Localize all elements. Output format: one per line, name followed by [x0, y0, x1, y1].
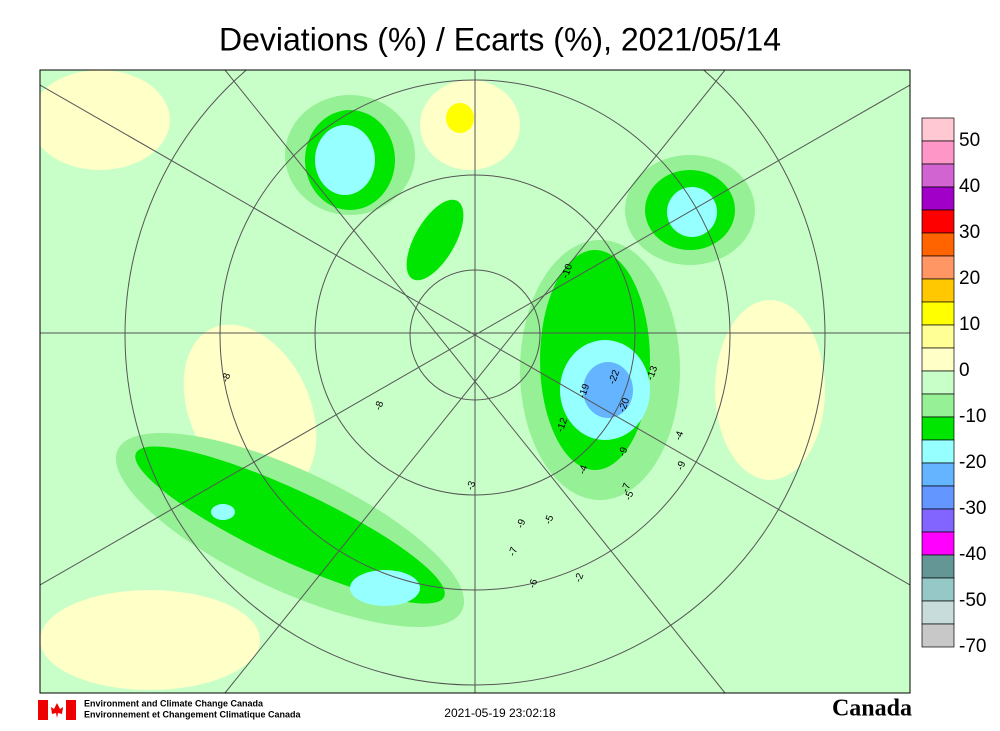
legend-swatch: [921, 370, 955, 395]
station-value: -7: [507, 545, 521, 558]
field: -22 -20 -19 -13 -12 -10 -9 -9 -7 -7 -6 -5 -5 -4 -4 -3 -2…: [40, 70, 910, 693]
agency-en: Environment and Climate Change Canada: [84, 698, 264, 708]
legend-swatch: [921, 209, 955, 234]
legend-label: 50: [959, 130, 980, 151]
legend-swatch: [921, 623, 955, 648]
legend-swatch: [921, 324, 955, 349]
legend-swatch: [921, 485, 955, 510]
station-value: -3: [465, 479, 479, 492]
station-value: -9: [515, 517, 529, 530]
legend-swatch: [921, 462, 955, 487]
legend-swatch: [921, 232, 955, 257]
legend-label: 30: [959, 222, 980, 243]
station-value: -9: [675, 459, 689, 472]
station-value: -22: [607, 368, 622, 386]
legend-label: 10: [959, 314, 980, 335]
title: Deviations (%) / Ecarts (%), 2021/05/14: [219, 21, 781, 57]
legend-swatch: [921, 416, 955, 441]
legend-label: 0: [959, 360, 970, 381]
flag-bar: [66, 700, 76, 720]
legend-swatch: [921, 508, 955, 533]
legend-swatch: [921, 301, 955, 326]
legend-swatch: [921, 577, 955, 602]
station-value: -8: [373, 399, 387, 412]
legend-swatch: [921, 554, 955, 579]
station-value: -19: [577, 382, 592, 400]
map-frame: [39, 69, 911, 694]
legend-label: 40: [959, 176, 980, 197]
legend-label: -40: [959, 544, 986, 565]
legend-label: -30: [959, 498, 986, 519]
legend-swatch: [921, 255, 955, 280]
agency-fr: Environnement et Changement Climatique C…: [84, 709, 302, 719]
legend-swatch: [921, 439, 955, 464]
wordmark: Canada: [832, 696, 912, 722]
legend-label: -10: [959, 406, 986, 427]
station-value: -9: [617, 445, 631, 458]
legend-label: -70: [959, 636, 986, 657]
station-value: -20: [617, 396, 632, 414]
legend-swatch: [921, 117, 955, 142]
legend-swatch: [921, 531, 955, 556]
legend-swatch: [921, 278, 955, 303]
legend-swatch: [921, 163, 955, 188]
flag-bar: [38, 700, 48, 720]
station-value: -5: [623, 489, 637, 502]
station-value: -4: [673, 429, 687, 442]
station-value: -5: [543, 513, 557, 526]
legend-label: -20: [959, 452, 986, 473]
station-value: -7: [620, 481, 634, 494]
maple-leaf: [51, 703, 63, 718]
station-value: -6: [527, 577, 541, 590]
legend-swatch: [921, 140, 955, 165]
timestamp: 2021-05-19 23:02:18: [444, 706, 556, 720]
legend-swatch: [921, 393, 955, 418]
station-value: -2: [573, 571, 587, 584]
station-value: -8: [220, 371, 234, 384]
legend-label: 20: [959, 268, 980, 289]
station-value: -13: [645, 364, 660, 382]
legend: 50 40 30 20 10 0 -10 -20 -30 -40 -50 -70: [921, 117, 986, 657]
legend-swatch: [921, 186, 955, 211]
station-value: -10: [560, 262, 575, 280]
legend-label: -50: [959, 590, 986, 611]
legend-swatch: [921, 347, 955, 372]
station-value: -12: [555, 416, 570, 434]
legend-swatch: [921, 600, 955, 625]
station-value: -4: [577, 463, 591, 476]
